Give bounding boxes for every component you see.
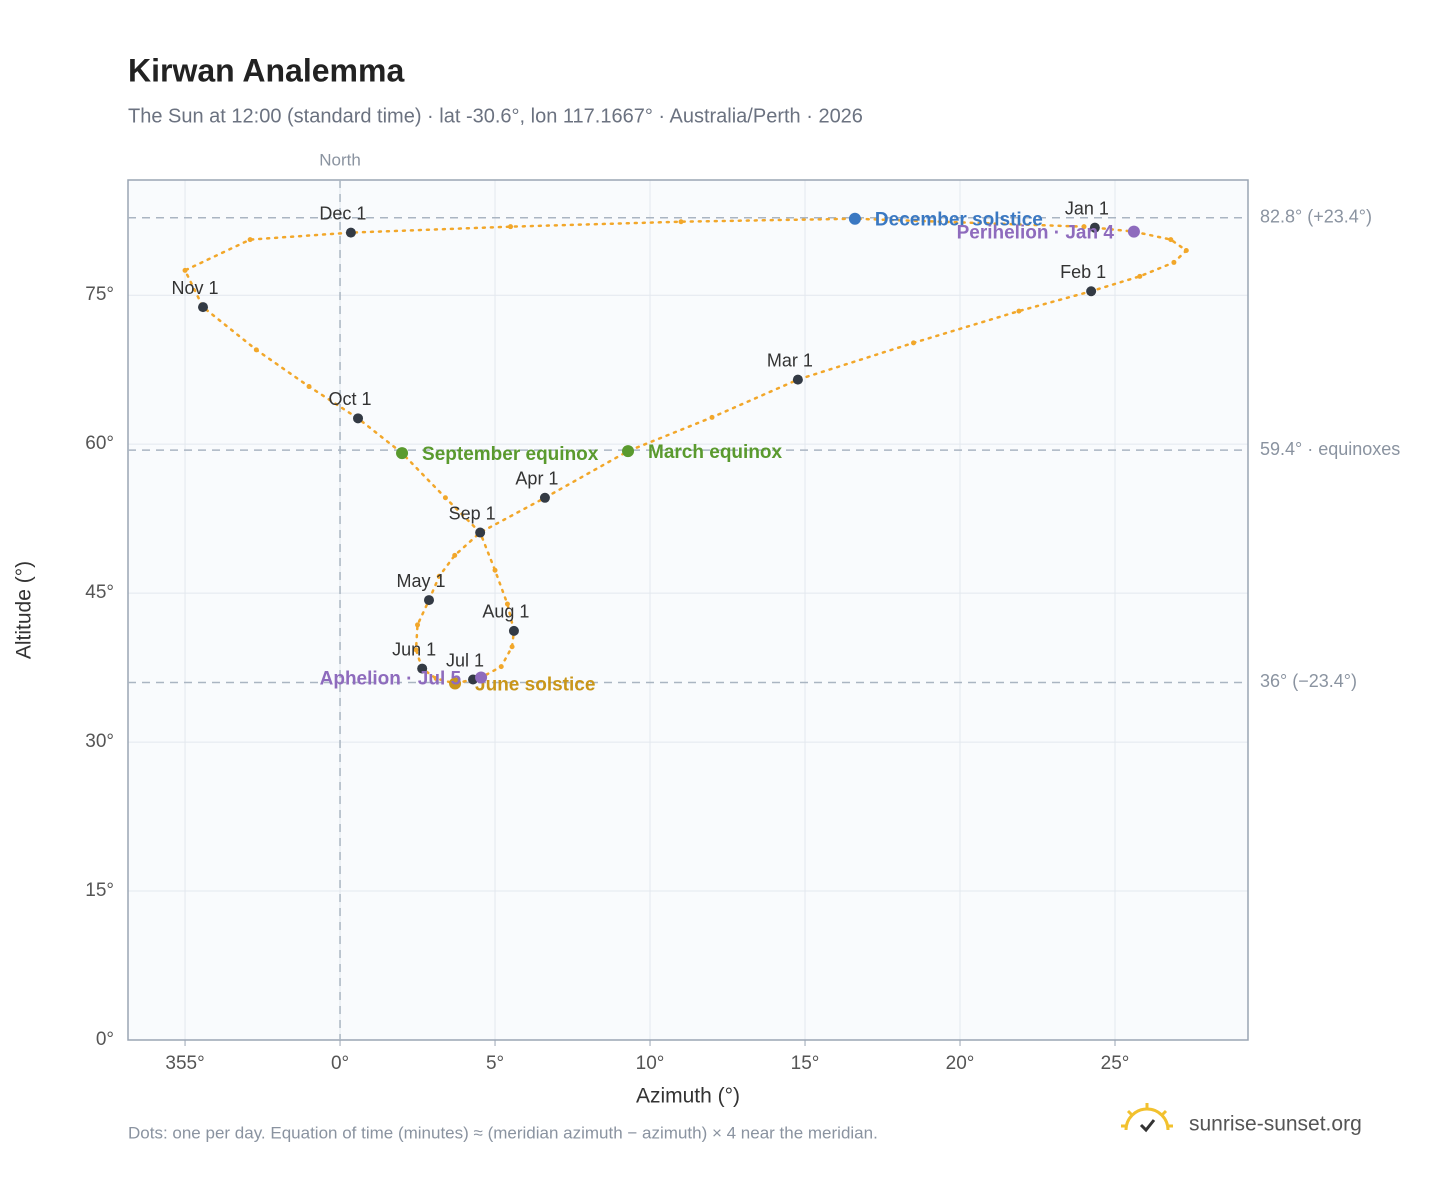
day-dot xyxy=(1168,237,1174,243)
y-tick-label: 60° xyxy=(85,433,114,454)
day-dot xyxy=(306,384,312,390)
event-label: September equinox xyxy=(422,444,599,465)
x-tick-label: 10° xyxy=(636,1053,665,1074)
event-marker xyxy=(449,677,462,690)
month-marker xyxy=(1089,222,1100,233)
x-axis-label: Azimuth (°) xyxy=(636,1085,740,1108)
event-marker xyxy=(396,447,409,460)
brand-logo xyxy=(1121,1103,1173,1133)
month-label: Dec 1 xyxy=(319,203,366,223)
day-dot xyxy=(253,347,259,353)
day-dot xyxy=(1081,224,1087,230)
y-tick-label: 0° xyxy=(96,1029,114,1050)
event-label: March equinox xyxy=(648,442,783,463)
month-label: Oct 1 xyxy=(329,389,372,409)
month-marker xyxy=(508,625,519,636)
plot-frame xyxy=(127,179,1249,1041)
event-marker xyxy=(475,671,488,684)
month-label: Sep 1 xyxy=(449,503,496,523)
month-marker xyxy=(475,527,486,538)
day-dot xyxy=(452,552,458,558)
month-marker xyxy=(1086,286,1097,297)
reference-label: 82.8° (+23.4°) xyxy=(1260,206,1372,226)
reference-label: 36° (−23.4°) xyxy=(1260,671,1357,691)
x-tick-label: 20° xyxy=(946,1053,975,1074)
event-label: Aphelion · Jul 5 xyxy=(320,669,462,690)
day-dot xyxy=(911,340,917,346)
month-label: Jul 1 xyxy=(446,650,484,670)
event-label: Perihelion · Jan 4 xyxy=(957,223,1115,244)
month-label: May 1 xyxy=(396,571,445,591)
event-marker xyxy=(1127,225,1140,238)
month-marker xyxy=(539,492,550,503)
day-dot xyxy=(436,573,442,579)
day-dot xyxy=(678,219,684,225)
day-dot xyxy=(504,601,510,607)
month-label: Mar 1 xyxy=(767,350,813,370)
event-marker xyxy=(848,212,861,225)
month-marker xyxy=(198,302,209,313)
y-tick-label: 15° xyxy=(85,880,114,901)
north-label: North xyxy=(319,150,361,169)
day-dot xyxy=(1183,248,1189,254)
day-dot xyxy=(415,622,421,628)
plot-area xyxy=(128,180,1248,1040)
month-marker xyxy=(353,413,364,424)
day-dot xyxy=(247,237,253,243)
y-axis-label: Altitude (°) xyxy=(13,561,36,659)
event-label: June solstice xyxy=(475,675,595,696)
month-label: Feb 1 xyxy=(1060,262,1106,282)
month-marker xyxy=(345,227,356,238)
x-tick-label: 25° xyxy=(1101,1053,1130,1074)
day-dot xyxy=(509,644,515,650)
chart-title: Kirwan Analemma xyxy=(128,52,404,88)
y-tick-label: 75° xyxy=(85,284,114,305)
footnote: Dots: one per day. Equation of time (min… xyxy=(128,1123,878,1142)
x-tick-label: 15° xyxy=(791,1053,820,1074)
day-dot xyxy=(492,567,498,573)
day-dot xyxy=(413,647,419,653)
day-dot xyxy=(433,676,439,682)
month-marker xyxy=(792,374,803,385)
month-marker xyxy=(424,595,435,606)
y-tick-label: 45° xyxy=(85,582,114,603)
event-label: December solstice xyxy=(875,210,1043,231)
month-label: Jan 1 xyxy=(1065,198,1109,218)
day-dot xyxy=(1171,259,1177,265)
day-dot xyxy=(1137,273,1143,279)
month-label: Aug 1 xyxy=(482,602,529,622)
day-dot xyxy=(442,495,448,501)
x-tick-label: 5° xyxy=(486,1053,504,1074)
day-dot xyxy=(498,664,504,670)
day-dot xyxy=(182,267,188,273)
y-tick-label: 30° xyxy=(85,731,114,752)
x-tick-label: 355° xyxy=(165,1053,204,1074)
chart-subtitle: The Sun at 12:00 (standard time) · lat -… xyxy=(128,105,863,127)
month-marker xyxy=(417,663,428,674)
day-dot xyxy=(709,414,715,420)
month-label: Apr 1 xyxy=(515,469,558,489)
brand: sunrise-sunset.org xyxy=(1189,1113,1362,1136)
day-dot xyxy=(508,224,514,230)
day-dot xyxy=(1016,308,1022,314)
month-label: Jun 1 xyxy=(392,639,436,659)
x-tick-label: 0° xyxy=(331,1053,349,1074)
month-label: Nov 1 xyxy=(172,278,219,298)
reference-label: 59.4° · equinoxes xyxy=(1260,439,1400,459)
event-marker xyxy=(622,445,635,458)
